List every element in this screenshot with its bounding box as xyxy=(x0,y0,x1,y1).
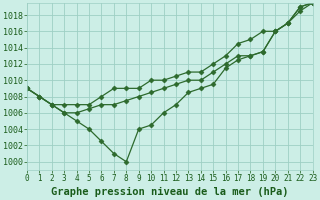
X-axis label: Graphe pression niveau de la mer (hPa): Graphe pression niveau de la mer (hPa) xyxy=(51,187,289,197)
